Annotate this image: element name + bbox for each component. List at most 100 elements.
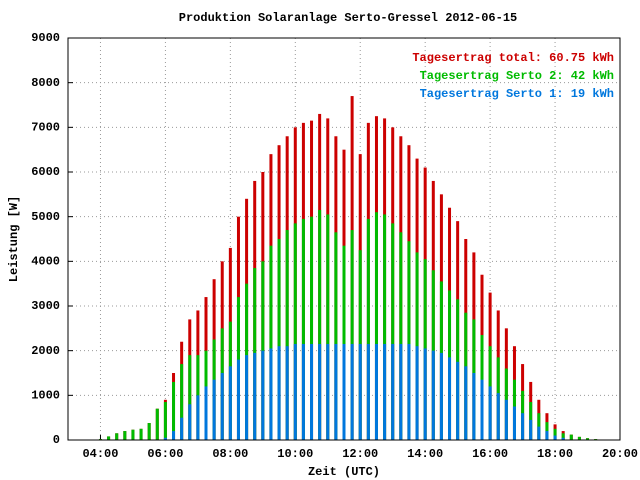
bar xyxy=(391,223,395,440)
y-tick-label: 3000 xyxy=(31,299,60,313)
x-tick-label: 18:00 xyxy=(537,447,573,461)
bar xyxy=(131,429,135,440)
legend-entry: Tagesertrag Serto 1: 19 kWh xyxy=(420,87,614,101)
bar xyxy=(326,214,330,440)
y-tick-label: 2000 xyxy=(31,344,60,358)
bar xyxy=(204,386,208,440)
x-tick-label: 20:00 xyxy=(602,447,638,461)
bar xyxy=(553,435,557,440)
bar xyxy=(399,343,403,440)
bar xyxy=(269,245,273,440)
legend-entry: Tagesertrag Serto 2: 42 kWh xyxy=(420,69,614,83)
bar xyxy=(504,399,508,440)
bar xyxy=(236,359,240,440)
bar xyxy=(350,230,354,440)
bar xyxy=(163,437,167,440)
bar xyxy=(537,426,541,440)
bar xyxy=(350,343,354,440)
bar xyxy=(456,361,460,440)
bar xyxy=(123,431,127,440)
bar xyxy=(293,343,297,440)
x-tick-label: 16:00 xyxy=(472,447,508,461)
y-tick-label: 9000 xyxy=(31,31,60,45)
bar xyxy=(293,223,297,440)
bar xyxy=(172,431,176,440)
bar xyxy=(342,343,346,440)
bar xyxy=(342,245,346,440)
x-tick-label: 10:00 xyxy=(277,447,313,461)
bar xyxy=(285,346,289,440)
plot-frame xyxy=(67,37,621,441)
bar xyxy=(163,402,167,440)
bar xyxy=(301,218,305,440)
bar xyxy=(107,436,111,440)
bar xyxy=(358,343,362,440)
bar xyxy=(407,241,411,440)
bar xyxy=(188,404,192,440)
bar xyxy=(310,216,314,440)
bar xyxy=(261,350,265,440)
bar xyxy=(586,438,590,440)
x-tick-label: 12:00 xyxy=(342,447,378,461)
bar xyxy=(374,343,378,440)
bar xyxy=(334,232,338,440)
bar xyxy=(115,433,119,440)
bar xyxy=(285,230,289,440)
bar xyxy=(366,343,370,440)
bar xyxy=(545,422,549,440)
bar xyxy=(188,355,192,440)
y-tick-label: 5000 xyxy=(31,210,60,224)
bar xyxy=(228,366,232,440)
x-tick-label: 14:00 xyxy=(407,447,443,461)
bar xyxy=(196,395,200,440)
bar xyxy=(366,218,370,440)
bar xyxy=(212,379,216,440)
y-tick-label: 6000 xyxy=(31,165,60,179)
bar xyxy=(577,436,581,440)
bar xyxy=(415,346,419,440)
bar xyxy=(301,343,305,440)
y-tick-label: 1000 xyxy=(31,389,60,403)
bar xyxy=(277,239,281,440)
bar xyxy=(245,355,249,440)
bar xyxy=(310,343,314,440)
bar xyxy=(399,232,403,440)
bar xyxy=(318,343,322,440)
legend-entry: Tagesertrag total: 60.75 kWh xyxy=(412,51,614,65)
bar xyxy=(180,417,184,440)
bar xyxy=(480,379,484,440)
bar xyxy=(439,352,443,440)
bar xyxy=(326,343,330,440)
bar xyxy=(448,357,452,440)
bar xyxy=(472,373,476,440)
bar xyxy=(334,343,338,440)
x-tick-label: 04:00 xyxy=(82,447,118,461)
bar xyxy=(383,214,387,440)
bar xyxy=(253,352,257,440)
bar xyxy=(391,343,395,440)
bar xyxy=(277,346,281,440)
bar xyxy=(180,364,184,440)
bar xyxy=(172,381,176,440)
y-axis-label: Leistung [W] xyxy=(7,196,21,282)
bar xyxy=(569,434,573,440)
bar xyxy=(561,433,565,440)
bar xyxy=(423,348,427,440)
bar xyxy=(553,428,557,440)
bar xyxy=(488,386,492,440)
bar xyxy=(431,350,435,440)
bar xyxy=(512,406,516,440)
bar xyxy=(318,209,322,440)
bar xyxy=(521,413,525,440)
bar xyxy=(464,366,468,440)
bar xyxy=(155,408,159,440)
bar xyxy=(529,419,533,440)
y-tick-label: 0 xyxy=(53,433,60,447)
y-tick-label: 7000 xyxy=(31,121,60,135)
bar xyxy=(147,423,151,440)
x-axis-label: Zeit (UTC) xyxy=(308,465,380,479)
bar xyxy=(407,343,411,440)
y-tick-label: 8000 xyxy=(31,76,60,90)
bar xyxy=(561,437,565,440)
